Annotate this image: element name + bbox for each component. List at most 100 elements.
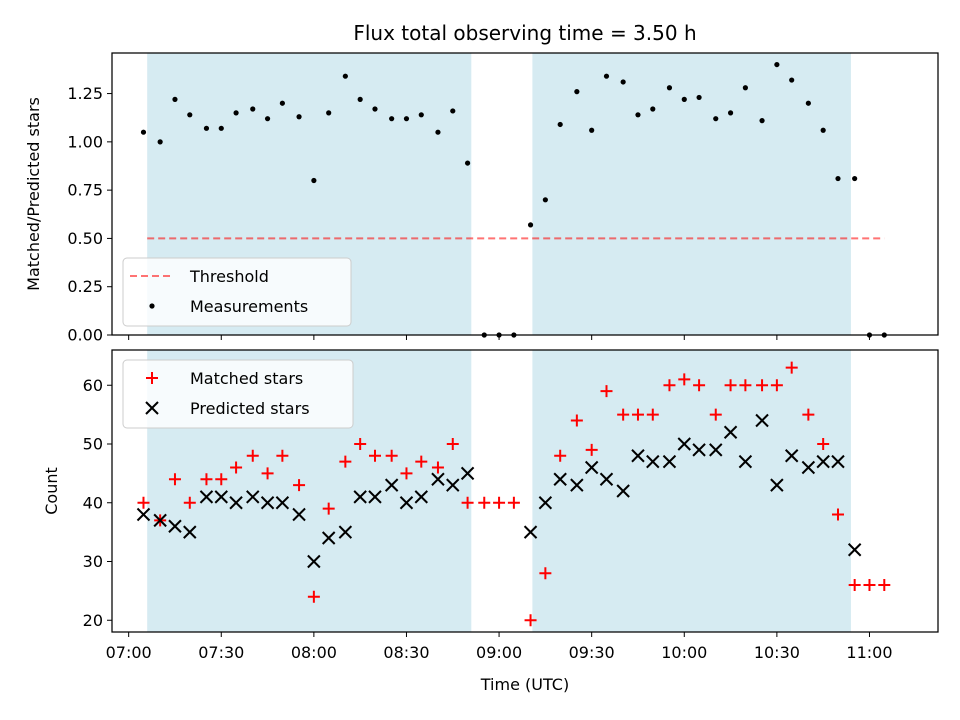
- measurement-point: [527, 222, 534, 228]
- predicted-star-marker: [399, 496, 414, 510]
- ratio-y-ticks: 0.00 0.25 0.50 0.75 1.00 1.25: [67, 84, 112, 345]
- measurement-point: [681, 96, 687, 102]
- ratio-legend-box: [122, 257, 352, 327]
- measurement-point: [820, 127, 826, 133]
- matched-star-marker: [724, 379, 737, 392]
- measurement-point: [789, 77, 795, 83]
- matched-star-marker: [863, 579, 876, 591]
- y-tick-label: 30: [83, 552, 103, 571]
- predicted-star-marker: [199, 490, 214, 504]
- x-axis-label: Time (UTC): [480, 675, 569, 694]
- x-stroke-b: [847, 543, 862, 557]
- x-stroke-b: [136, 507, 151, 522]
- matched-star-marker: [354, 438, 367, 450]
- measurement-point: [218, 125, 224, 131]
- matched-star-marker: [831, 508, 844, 521]
- x-stroke-b: [460, 466, 475, 481]
- predicted-star-marker: [553, 472, 567, 486]
- matched-star-marker: [261, 467, 274, 480]
- predicted-star-marker: [446, 478, 460, 492]
- measurement-point: [372, 106, 378, 112]
- predicted-star-marker: [677, 437, 691, 451]
- x-tick-label: 07:00: [106, 643, 152, 662]
- threshold-legend-label: Threshold: [189, 267, 269, 286]
- matched-star-marker: [400, 467, 413, 480]
- matched-star-marker: [168, 473, 181, 486]
- x-stroke-b: [321, 531, 336, 545]
- matched-star-marker: [230, 461, 243, 474]
- x-stroke-b: [738, 454, 753, 469]
- measurement-point: [727, 110, 734, 116]
- matched-star-marker: [739, 379, 752, 392]
- predicted-star-marker: [183, 525, 197, 539]
- predicted-star-marker: [353, 490, 367, 504]
- predicted-star-marker: [847, 543, 862, 557]
- matched-star-marker: [137, 496, 150, 509]
- predicted-star-marker: [136, 507, 151, 522]
- ratio-legend: Threshold Measurements: [122, 257, 352, 327]
- matched-star-marker: [631, 408, 644, 421]
- predicted-star-marker: [384, 478, 399, 492]
- measurement-point: [742, 85, 748, 91]
- matched-star-marker: [507, 496, 520, 509]
- y-tick-label: 20: [83, 611, 103, 630]
- x-stroke-b: [275, 496, 290, 510]
- x-tick-label: 08:30: [383, 643, 429, 662]
- x-stroke-b: [755, 413, 769, 428]
- predicted-legend-label: Predicted stars: [190, 399, 310, 418]
- matched-star-marker: [756, 379, 769, 392]
- measurement-point: [835, 175, 841, 182]
- matched-star-marker: [585, 443, 598, 456]
- matched-star-marker: [709, 408, 722, 421]
- measurement-point: [589, 127, 595, 133]
- measurements-legend-swatch: [149, 303, 155, 309]
- count-legend-box: [122, 359, 354, 429]
- measurements-legend-label: Measurements: [190, 297, 308, 316]
- matched-star-marker: [431, 461, 444, 474]
- matched-star-marker: [802, 408, 815, 421]
- measurement-point: [326, 110, 332, 116]
- x-stroke-b: [199, 490, 214, 504]
- measurement-point: [450, 108, 456, 114]
- predicted-star-marker: [662, 454, 677, 469]
- matched-star-marker: [770, 379, 783, 392]
- measurement-point: [187, 112, 193, 118]
- x-stroke-b: [570, 478, 584, 492]
- shaded-interval-1: [532, 53, 851, 335]
- count-axes-frame: [111, 349, 939, 633]
- matched-star-marker: [678, 373, 691, 386]
- x-stroke-b: [631, 449, 645, 463]
- x-tick-label: 10:30: [754, 643, 800, 662]
- y-tick-label: 50: [83, 435, 103, 454]
- x-stroke-b: [168, 519, 182, 533]
- x-tick-label: 10:00: [661, 643, 707, 662]
- predicted-star-markers: [136, 413, 862, 569]
- x-stroke-b: [723, 425, 738, 439]
- matched-star-marker: [215, 473, 228, 486]
- chart-title: Flux total observing time = 3.50 h: [353, 21, 696, 45]
- measurement-point: [805, 100, 811, 106]
- measurement-point: [140, 129, 147, 135]
- count-legend: Matched stars Predicted stars: [122, 359, 354, 429]
- measurement-point: [389, 116, 395, 122]
- predicted-star-marker: [168, 519, 182, 533]
- predicted-star-marker: [260, 496, 275, 510]
- matched-star-marker: [785, 361, 798, 374]
- matched-star-marker: [339, 455, 352, 468]
- predicted-star-marker: [538, 496, 553, 510]
- x-stroke-b: [307, 554, 321, 569]
- predicted-star-marker: [692, 443, 706, 457]
- measurement-point: [603, 73, 610, 79]
- predicted-legend-swatch: [145, 401, 159, 415]
- x-stroke-b: [831, 454, 845, 469]
- x-stroke-b: [662, 454, 677, 469]
- x-stroke-b: [260, 496, 275, 510]
- measurement-point: [650, 106, 656, 112]
- x-stroke-b: [246, 490, 260, 504]
- measurement-point: [250, 106, 256, 112]
- y-tick-label: 1.25: [67, 84, 103, 103]
- matched-star-marker: [461, 496, 474, 509]
- predicted-star-marker: [431, 472, 445, 486]
- measurement-point: [774, 61, 780, 68]
- matched-legend-swatch: [146, 372, 158, 384]
